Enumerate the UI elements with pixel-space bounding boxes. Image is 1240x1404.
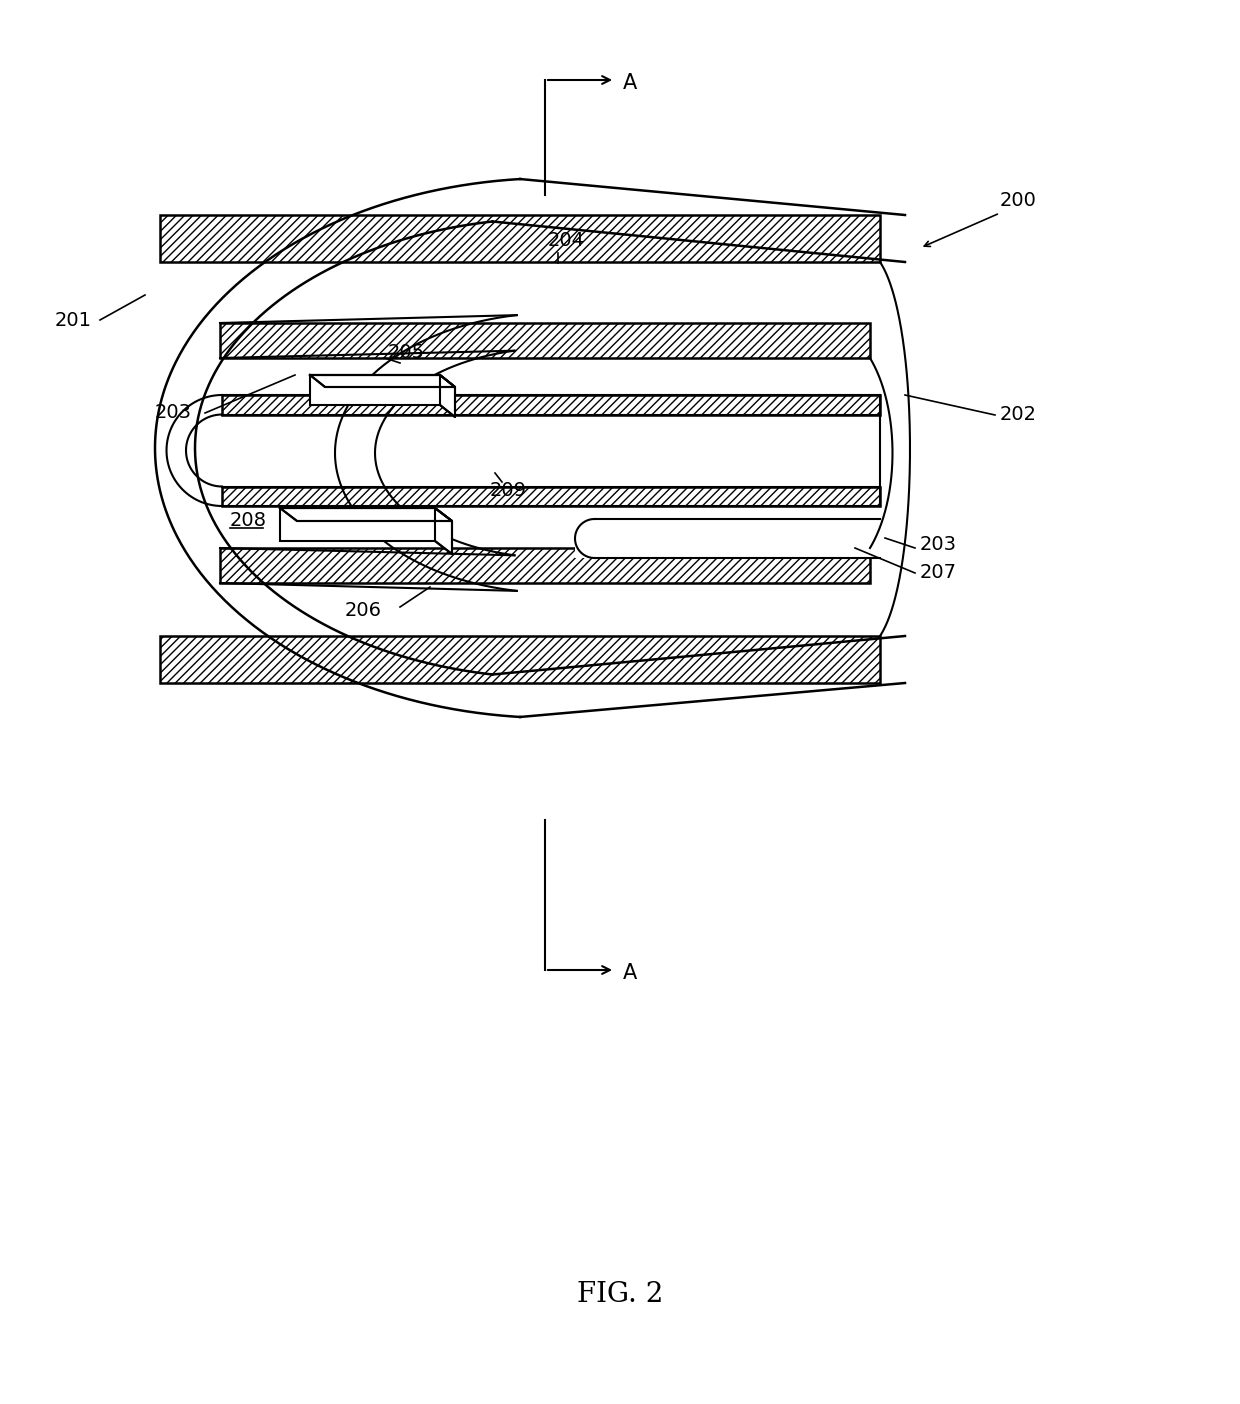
Polygon shape xyxy=(280,508,453,521)
Text: A: A xyxy=(622,73,637,93)
Bar xyxy=(160,215,880,263)
Text: 203: 203 xyxy=(920,535,957,555)
Bar xyxy=(160,636,880,682)
Text: 204: 204 xyxy=(548,230,585,250)
Bar xyxy=(175,395,880,505)
Bar xyxy=(222,395,880,416)
Bar xyxy=(222,487,880,505)
Text: 200: 200 xyxy=(999,191,1037,209)
Text: 208: 208 xyxy=(229,511,267,529)
Polygon shape xyxy=(310,375,455,388)
Text: 201: 201 xyxy=(55,310,92,330)
Text: 203: 203 xyxy=(155,403,192,423)
Bar xyxy=(219,548,870,583)
Bar xyxy=(222,487,880,505)
Polygon shape xyxy=(440,375,455,417)
Text: 207: 207 xyxy=(920,563,957,583)
Text: 202: 202 xyxy=(999,406,1037,424)
Bar xyxy=(575,519,880,557)
Text: 206: 206 xyxy=(345,601,382,619)
Bar xyxy=(219,548,870,583)
Text: 205: 205 xyxy=(388,344,425,362)
Bar xyxy=(160,215,880,263)
Text: 209: 209 xyxy=(490,480,527,500)
Bar xyxy=(310,375,440,404)
Bar xyxy=(222,395,880,416)
Bar xyxy=(219,323,870,358)
Bar xyxy=(280,508,435,541)
Bar xyxy=(219,323,870,358)
Text: FIG. 2: FIG. 2 xyxy=(577,1282,663,1309)
Polygon shape xyxy=(435,508,453,555)
Text: A: A xyxy=(622,963,637,983)
Bar xyxy=(160,636,880,682)
